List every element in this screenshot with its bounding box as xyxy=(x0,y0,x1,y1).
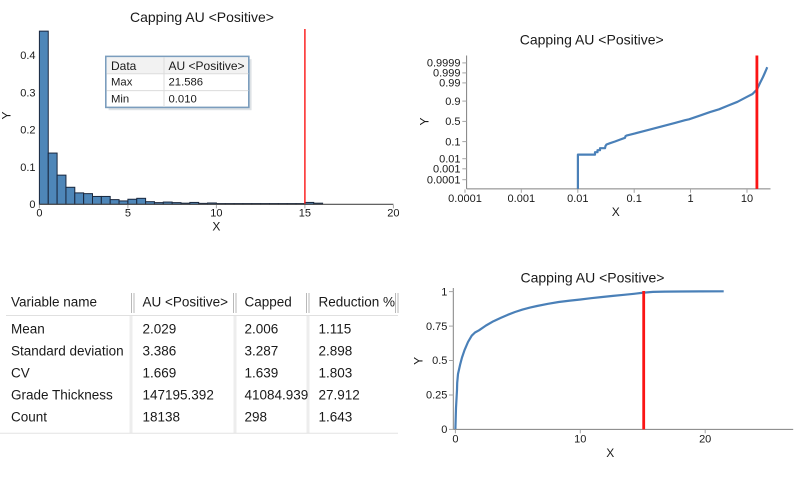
svg-text:0.4: 0.4 xyxy=(20,50,35,62)
svg-text:0.0001: 0.0001 xyxy=(448,193,482,205)
svg-text:Variable name: Variable name xyxy=(11,295,97,310)
svg-text:2.006: 2.006 xyxy=(245,322,279,337)
svg-text:Mean: Mean xyxy=(11,322,45,337)
svg-text:2.898: 2.898 xyxy=(319,344,353,359)
svg-text:10: 10 xyxy=(741,193,753,205)
svg-text:X: X xyxy=(212,220,220,234)
svg-text:0.1: 0.1 xyxy=(627,193,642,205)
svg-text:Capping AU <Positive>: Capping AU <Positive> xyxy=(520,32,664,48)
svg-text:0.75: 0.75 xyxy=(426,321,447,333)
svg-text:298: 298 xyxy=(245,410,268,425)
svg-text:Max: Max xyxy=(111,77,133,89)
svg-text:0.5: 0.5 xyxy=(432,355,447,367)
svg-text:Capping AU <Positive>: Capping AU <Positive> xyxy=(130,9,274,25)
svg-text:21.586: 21.586 xyxy=(169,77,204,89)
svg-text:18138: 18138 xyxy=(143,410,181,425)
svg-text:0.001: 0.001 xyxy=(433,164,461,176)
svg-text:3.287: 3.287 xyxy=(245,344,279,359)
svg-text:AU <Positive>: AU <Positive> xyxy=(169,59,245,73)
svg-text:0.5: 0.5 xyxy=(445,116,460,128)
svg-text:Standard deviation: Standard deviation xyxy=(11,344,124,359)
svg-text:1: 1 xyxy=(441,286,447,298)
svg-text:0.01: 0.01 xyxy=(439,153,460,165)
svg-text:1.639: 1.639 xyxy=(245,366,279,381)
svg-text:0.0001: 0.0001 xyxy=(427,174,461,186)
svg-text:0.01: 0.01 xyxy=(567,193,588,205)
svg-text:0.25: 0.25 xyxy=(426,390,447,402)
svg-text:Y: Y xyxy=(412,357,426,365)
svg-text:CV: CV xyxy=(11,366,30,381)
svg-text:0.001: 0.001 xyxy=(508,193,536,205)
svg-text:Y: Y xyxy=(0,111,14,119)
svg-text:0.9999: 0.9999 xyxy=(427,58,461,70)
svg-text:20: 20 xyxy=(387,208,399,220)
svg-text:27.912: 27.912 xyxy=(319,388,360,403)
svg-text:0.1: 0.1 xyxy=(445,136,460,148)
svg-text:1.643: 1.643 xyxy=(319,410,353,425)
svg-text:Data: Data xyxy=(111,59,137,73)
svg-text:0: 0 xyxy=(452,434,458,446)
svg-text:41084.939: 41084.939 xyxy=(245,388,309,403)
svg-text:15: 15 xyxy=(299,208,311,220)
svg-text:5: 5 xyxy=(125,208,131,220)
svg-text:1.803: 1.803 xyxy=(319,366,353,381)
svg-text:Capped: Capped xyxy=(245,295,292,310)
svg-text:X: X xyxy=(606,446,614,460)
svg-text:20: 20 xyxy=(699,434,711,446)
svg-text:0.9: 0.9 xyxy=(445,96,460,108)
svg-text:0.010: 0.010 xyxy=(169,93,197,105)
svg-text:AU <Positive>: AU <Positive> xyxy=(143,295,229,310)
svg-text:X: X xyxy=(612,205,620,219)
svg-text:1.669: 1.669 xyxy=(143,366,177,381)
svg-text:Grade Thickness: Grade Thickness xyxy=(11,388,113,403)
svg-text:10: 10 xyxy=(574,434,586,446)
svg-text:1.115: 1.115 xyxy=(319,322,352,337)
svg-text:0: 0 xyxy=(441,424,447,436)
svg-text:Reduction %: Reduction % xyxy=(319,295,396,310)
svg-text:Min: Min xyxy=(111,93,129,105)
svg-text:0.3: 0.3 xyxy=(20,87,35,99)
svg-text:Count: Count xyxy=(11,410,47,425)
svg-text:1: 1 xyxy=(687,193,693,205)
svg-text:0.1: 0.1 xyxy=(20,162,35,174)
svg-text:0.2: 0.2 xyxy=(20,125,35,137)
svg-text:10: 10 xyxy=(210,208,222,220)
svg-text:0: 0 xyxy=(36,208,42,220)
svg-text:0.999: 0.999 xyxy=(433,68,461,80)
svg-text:2.029: 2.029 xyxy=(143,322,177,337)
svg-text:Capping AU <Positive>: Capping AU <Positive> xyxy=(521,270,665,286)
svg-text:147195.392: 147195.392 xyxy=(143,388,214,403)
svg-text:0.99: 0.99 xyxy=(439,78,460,90)
svg-text:0: 0 xyxy=(29,199,35,211)
svg-text:Y: Y xyxy=(418,117,432,125)
svg-text:3.386: 3.386 xyxy=(143,344,177,359)
